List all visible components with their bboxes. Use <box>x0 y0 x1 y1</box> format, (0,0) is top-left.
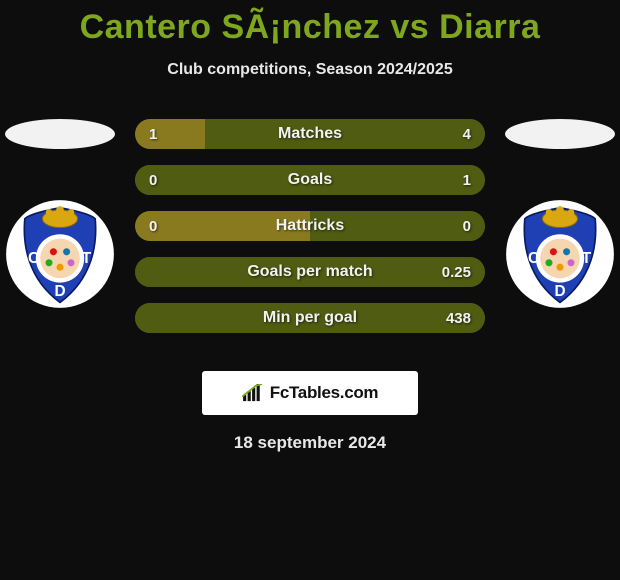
stat-label: Min per goal <box>135 309 485 327</box>
flag-left <box>5 119 115 149</box>
stat-label: Hattricks <box>135 217 485 235</box>
logo-text: FcTables.com <box>270 383 379 403</box>
svg-text:D: D <box>554 283 565 300</box>
svg-text:C: C <box>28 250 39 267</box>
fctables-logo: FcTables.com <box>202 371 418 415</box>
stat-label: Goals <box>135 171 485 189</box>
stat-value-right: 4 <box>463 126 471 143</box>
club-crest-right: C T D <box>505 199 615 309</box>
stat-row: 1Matches4 <box>135 119 485 149</box>
svg-text:D: D <box>54 283 65 300</box>
flag-right <box>505 119 615 149</box>
player-right-column: C T D <box>500 119 620 309</box>
stat-value-right: 438 <box>446 310 471 327</box>
svg-text:C: C <box>528 250 539 267</box>
stat-value-right: 0 <box>463 218 471 235</box>
date-text: 18 september 2024 <box>0 433 620 453</box>
svg-text:T: T <box>82 250 92 267</box>
stat-value-right: 1 <box>463 172 471 189</box>
svg-text:T: T <box>582 250 592 267</box>
stat-row: 0Goals1 <box>135 165 485 195</box>
subtitle: Club competitions, Season 2024/2025 <box>0 61 620 79</box>
player-left-column: C T D <box>0 119 120 309</box>
page-title: Cantero SÃ¡nchez vs Diarra <box>0 0 620 47</box>
stat-row: Goals per match0.25 <box>135 257 485 287</box>
stat-value-right: 0.25 <box>442 264 471 281</box>
bar-chart-icon <box>242 384 264 402</box>
stat-label: Goals per match <box>135 263 485 281</box>
stat-label: Matches <box>135 125 485 143</box>
stat-row: 0Hattricks0 <box>135 211 485 241</box>
stat-row: Min per goal438 <box>135 303 485 333</box>
club-crest-left: C T D <box>5 199 115 309</box>
stats-container: 1Matches40Goals10Hattricks0Goals per mat… <box>135 119 485 333</box>
comparison-panel: C T D C T D 1Matches40Goals10Hattricks0G… <box>0 119 620 349</box>
